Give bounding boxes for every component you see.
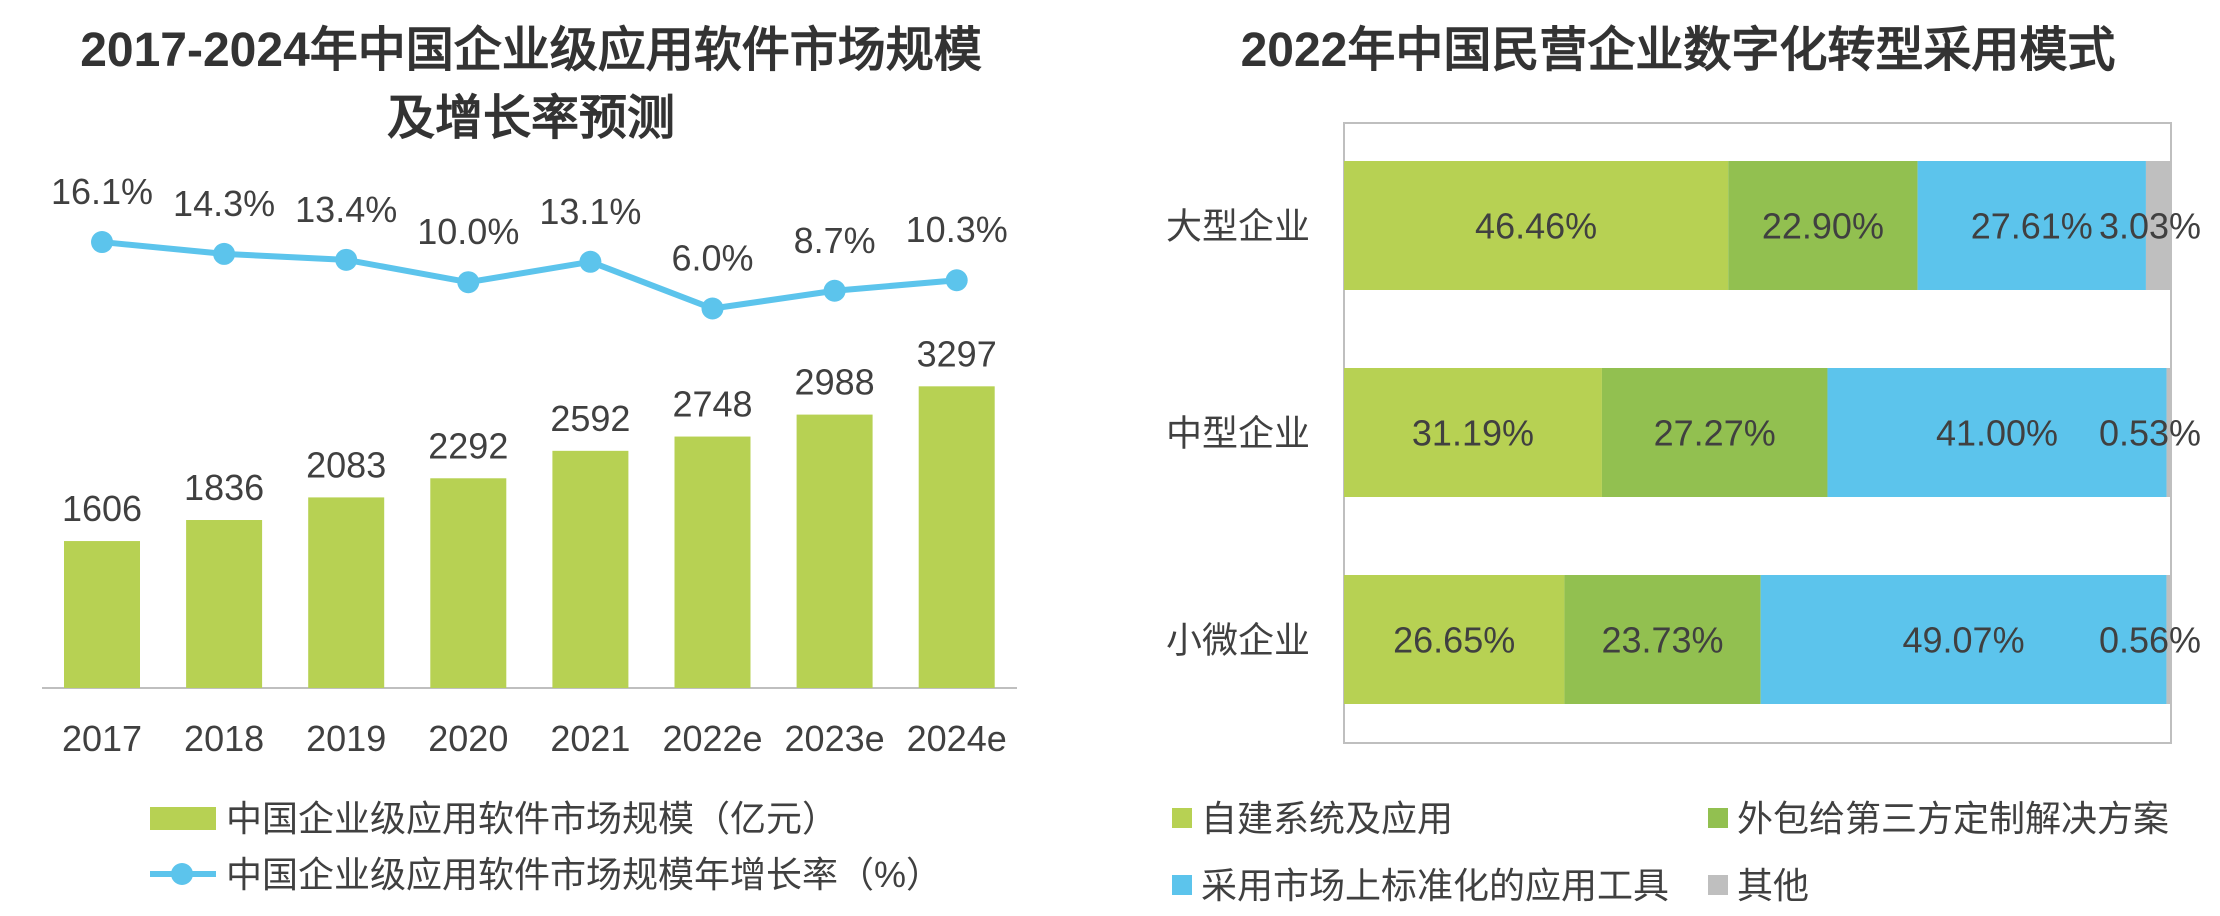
segment-row3-series1 <box>1344 575 1565 704</box>
growth-label-2018: 14.3% <box>173 183 275 224</box>
growth-point-2018 <box>213 242 236 265</box>
left-chart-bars: 1606 1836 2083 2292 2592 2748 2988 3297 <box>62 333 997 688</box>
legend-bar-swatch <box>150 807 216 830</box>
legend-label-1: 自建系统及应用 <box>1201 798 1453 839</box>
segment-label-row1-series4: 3.03% <box>2099 206 2201 247</box>
legend-swatch-3 <box>1172 875 1192 895</box>
legend-line-label: 中国企业级应用软件市场规模年增长率（%） <box>226 854 942 895</box>
bar-value-label-2018: 1836 <box>184 467 264 508</box>
segment-row3-series3 <box>1760 575 2167 704</box>
growth-point-2024e <box>945 269 968 292</box>
right-chart: 2022年中国民营企业数字化转型采用模式 46.46% 22.90% 27.61% 3… <box>1166 24 2201 906</box>
bar-value-label-2017: 1606 <box>62 488 142 529</box>
segment-label-row2-series1: 31.19% <box>1412 413 1534 454</box>
legend-label-2: 外包给第三方定制解决方案 <box>1737 798 2169 839</box>
category-label-3: 小微企业 <box>1166 620 1310 661</box>
segment-label-row2-series3: 41.00% <box>1936 413 2058 454</box>
growth-label-2022e: 6.0% <box>671 238 753 279</box>
bar-value-label-2023e: 2988 <box>795 362 875 403</box>
segment-row2-series4 <box>2166 368 2171 497</box>
bar-value-label-2020: 2292 <box>428 425 508 466</box>
category-label-1: 大型企业 <box>1166 206 1310 247</box>
legend-label-3: 采用市场上标准化的应用工具 <box>1201 865 1669 906</box>
legend-bar-label: 中国企业级应用软件市场规模（亿元） <box>226 798 838 839</box>
bar-2017 <box>64 541 140 688</box>
segment-row1-series3 <box>1917 161 2146 290</box>
left-chart-title-line-2: 及增长率预测 <box>387 92 675 145</box>
legend-swatch-2 <box>1708 808 1728 828</box>
growth-label-2023e: 8.7% <box>794 220 876 261</box>
growth-point-2022e <box>701 297 724 320</box>
x-tick-label-2024e: 2024e <box>907 718 1007 759</box>
growth-point-2023e <box>823 279 846 302</box>
x-tick-label-2020: 2020 <box>428 718 508 759</box>
legend-line-marker <box>171 863 193 885</box>
segment-label-row2-series4: 0.53% <box>2099 413 2201 454</box>
bar-value-label-2019: 2083 <box>306 444 386 485</box>
bar-value-label-2022e: 2748 <box>672 384 752 425</box>
bar-2021 <box>552 450 629 688</box>
category-label-2: 中型企业 <box>1166 413 1310 454</box>
left-chart: 2017-2024年中国企业级应用软件市场规模 及增长率预测 1606 1836 2… <box>42 24 1017 895</box>
legend-swatch-4 <box>1708 875 1728 895</box>
bar-2023e <box>796 414 873 688</box>
x-tick-label-2021: 2021 <box>550 718 630 759</box>
growth-point-2017 <box>91 231 113 254</box>
growth-rate-line <box>101 239 957 312</box>
segment-label-row1-series3: 27.61% <box>1971 206 2093 247</box>
x-tick-label-2019: 2019 <box>306 718 386 759</box>
left-chart-x-tick-labels: 2017 2018 2019 2020 2021 2022e 2023e 2024e <box>62 718 1007 759</box>
x-tick-label-2023e: 2023e <box>785 718 885 759</box>
segment-row3-series2 <box>1564 575 1761 704</box>
segment-label-row3-series4: 0.56% <box>2099 620 2201 661</box>
segment-row1-series4 <box>2145 161 2171 290</box>
growth-point-2021 <box>579 250 602 273</box>
legend-swatch-1 <box>1172 808 1192 828</box>
x-tick-label-2017: 2017 <box>62 718 142 759</box>
bar-2020 <box>430 478 507 688</box>
segment-label-row2-series2: 27.27% <box>1654 413 1776 454</box>
bar-2024e <box>918 386 995 688</box>
segment-row2-series2 <box>1601 368 1828 497</box>
bar-2019 <box>308 497 385 688</box>
right-chart-title: 2022年中国民营企业数字化转型采用模式 <box>1241 24 2116 77</box>
segment-row2-series3 <box>1827 368 2167 497</box>
growth-label-2017: 16.1% <box>51 171 153 212</box>
growth-label-2021: 13.1% <box>539 191 641 232</box>
growth-point-2020 <box>457 271 480 294</box>
segment-label-row3-series1: 26.65% <box>1393 620 1515 661</box>
left-chart-growth-line: 16.1% 14.3% 13.4% 10.0% 13.1% 6.0% 8.7% 10.3% <box>51 171 1008 320</box>
bar-value-label-2024e: 3297 <box>917 333 997 374</box>
segment-label-row1-series2: 22.90% <box>1762 206 1884 247</box>
segment-label-row3-series3: 49.07% <box>1902 620 2024 661</box>
left-chart-title-line-1: 2017-2024年中国企业级应用软件市场规模 <box>80 24 982 77</box>
segment-row2-series1 <box>1344 368 1602 497</box>
segment-row1-series1 <box>1344 161 1729 290</box>
right-chart-stacked-bars: 46.46% 22.90% 27.61% 3.03% 31.19% 27.27% 41.00… <box>1344 161 2201 704</box>
growth-label-2019: 13.4% <box>295 189 397 230</box>
left-chart-legend: 中国企业级应用软件市场规模（亿元） 中国企业级应用软件市场规模年增长率（%） <box>150 798 942 895</box>
x-tick-label-2022e: 2022e <box>662 718 762 759</box>
bar-value-label-2021: 2592 <box>550 398 630 439</box>
bar-2022e <box>674 436 751 688</box>
bar-2018 <box>186 520 263 688</box>
segment-label-row3-series2: 23.73% <box>1601 620 1723 661</box>
growth-label-2024e: 10.3% <box>906 209 1008 250</box>
segment-row3-series4 <box>2166 575 2171 704</box>
segment-row1-series2 <box>1728 161 1918 290</box>
segment-label-row1-series1: 46.46% <box>1475 206 1597 247</box>
x-tick-label-2018: 2018 <box>184 718 264 759</box>
growth-point-2019 <box>335 248 358 271</box>
growth-label-2020: 10.0% <box>417 211 519 252</box>
legend-label-4: 其他 <box>1737 865 1809 906</box>
